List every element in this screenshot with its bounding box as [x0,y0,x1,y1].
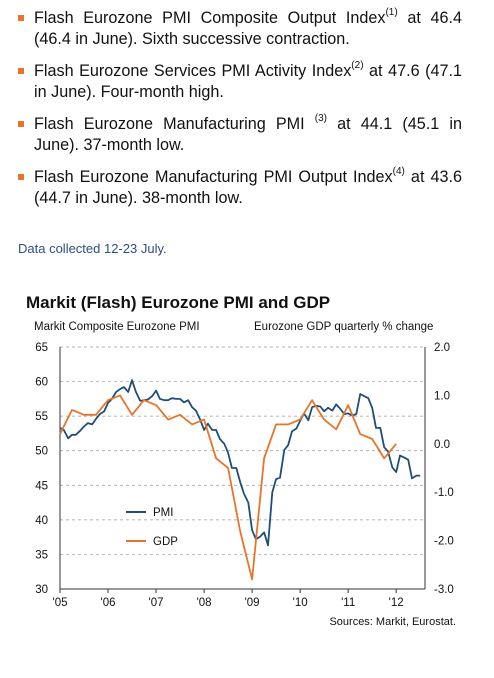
left-tick-label: 30 [35,584,48,596]
x-tick-label: '08 [197,597,212,609]
bullet-square-icon [18,121,24,127]
footnote-ref: (3) [314,112,327,124]
right-tick-label: 1.0 [434,390,450,402]
bullet-services: Flash Eurozone Services PMI Activity Ind… [18,59,462,103]
left-tick-label: 65 [35,342,48,354]
legend-label-pmi: PMI [153,507,173,519]
bullet-text: at 46.4 (46.4 in June). Sixth successive… [34,9,462,48]
right-tick-label: 0.0 [434,439,450,451]
bullet-manufacturing: Flash Eurozone Manufacturing PMI (3) at … [18,112,462,156]
footnote-ref: (1) [385,6,398,18]
x-tick-label: '09 [245,597,260,609]
bullet-manufacturing-output: Flash Eurozone Manufacturing PMI Output … [18,165,462,209]
bullet-text: Flash Eurozone Services PMI Activity Ind… [34,62,352,80]
right-tick-label: 2.0 [434,342,450,354]
left-tick-label: 50 [35,446,48,458]
right-tick-label: -1.0 [434,487,454,499]
series-line-pmi [59,379,421,547]
bullet-text: at 44.1 (45.1 in June). 37-month low. [34,115,462,154]
legend-label-gdp: GDP [153,536,178,548]
bullet-text: Flash Eurozone Manufacturing PMI Output … [34,168,393,186]
left-tick-label: 60 [35,377,48,389]
x-tick-label: '12 [389,597,404,609]
bullet-text: at 47.6 (47.1 in June). Four-month high. [34,62,462,101]
bullet-text: at 43.6 (44.7 in June). 38-month low. [34,168,462,207]
bullet-text: Flash Eurozone Manufacturing PMI [34,115,315,133]
bullet-composite: Flash Eurozone PMI Composite Output Inde… [18,6,462,50]
footnote-ref: (2) [351,59,364,71]
bullet-text: Flash Eurozone PMI Composite Output Inde… [34,9,386,27]
left-tick-label: 55 [35,411,48,423]
x-tick-label: '10 [293,597,308,609]
footnote-ref: (4) [392,165,405,177]
right-tick-label: -3.0 [434,584,454,596]
bullet-square-icon [18,174,24,180]
series-line-gdp [59,394,397,581]
pmi-gdp-chart: 65 60 55 50 45 40 35 30 2.0 1.0 0.0 -1.0 -2.0 -3.0 '05… [35,342,454,609]
x-tick-label: '05 [53,597,68,609]
left-tick-label: 45 [35,480,48,492]
x-tick-label: '06 [101,597,116,609]
right-axis-label: Eurozone GDP quarterly % change [254,321,434,333]
left-axis-label: Markit Composite Eurozone PMI [34,321,200,333]
data-collected-note: Data collected 12-23 July. [18,241,167,256]
x-tick-label: '07 [149,597,164,609]
x-tick-label: '11 [341,597,355,609]
source-note: Sources: Markit, Eurostat. [329,616,456,628]
left-tick-label: 40 [35,515,48,527]
bullet-square-icon [18,15,24,21]
right-tick-label: -2.0 [434,536,454,548]
bullet-list: Flash Eurozone PMI Composite Output Inde… [18,6,462,220]
chart-title: Markit (Flash) Eurozone PMI and GDP [26,293,331,312]
bullet-square-icon [18,68,24,74]
left-tick-label: 35 [35,549,48,561]
